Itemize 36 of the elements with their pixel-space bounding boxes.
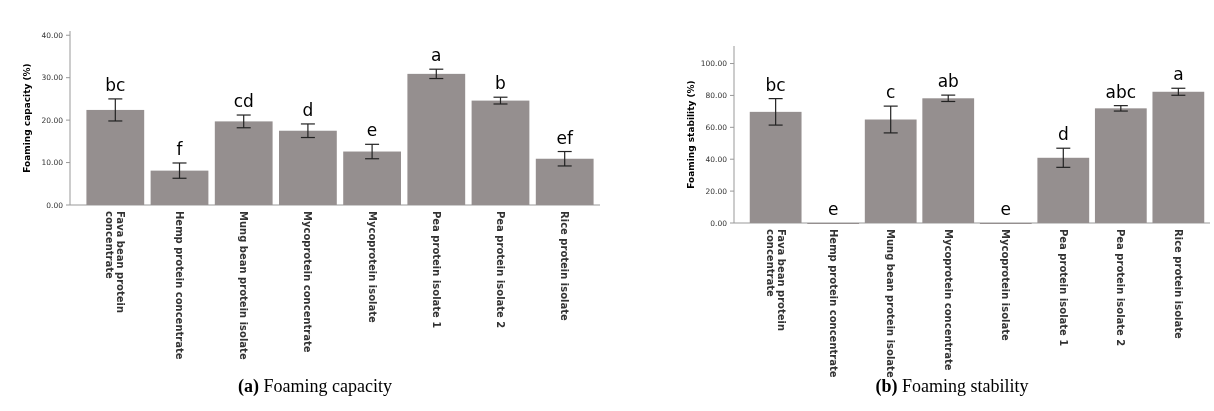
x-tick-label: Mycoprotein isolate	[1000, 229, 1012, 342]
x-tick-label: Pea protein isolate 2	[1115, 229, 1127, 347]
y-axis-title: Foaming stability (%)	[686, 80, 696, 189]
annotation: b	[495, 73, 506, 94]
annotation: a	[431, 45, 442, 66]
y-axis-title: Foaming capacity (%)	[22, 63, 32, 173]
annotation: e	[1000, 199, 1011, 219]
x-tick-label: Hemp protein concentrate	[174, 211, 186, 360]
annotation: c	[886, 82, 896, 103]
x-tick-label: Pea protein isolate 1	[430, 211, 442, 329]
annotation: a	[1173, 64, 1184, 85]
annotation: ef	[556, 127, 574, 148]
x-tick-label: Pea protein isolate 2	[494, 211, 506, 329]
x-tick-label: Fava bean protein concentrate	[764, 229, 787, 332]
text: (b) Foaming stability	[875, 376, 1029, 397]
x-tick-label: Rice protein isolate	[1172, 229, 1184, 340]
annotation: ab	[937, 71, 959, 92]
annotation: f	[176, 138, 184, 159]
annotation: d	[302, 99, 314, 120]
x-tick-label: Mycoprotein concentrate	[302, 211, 314, 353]
annotation: e	[827, 199, 839, 219]
annotation: e	[366, 120, 378, 141]
annotation: bc	[105, 74, 126, 95]
x-tick-label: Mycoprotein isolate	[366, 211, 378, 324]
annotation: cd	[233, 91, 254, 112]
x-tick-label: Mycoprotein concentrate	[942, 229, 954, 371]
x-tick-label: Fava bean protein concentrate	[104, 211, 127, 314]
text: (a) Foaming capacity	[238, 376, 392, 397]
x-tick-label: Pea protein isolate 1	[1057, 229, 1069, 347]
x-tick-label: Hemp protein concentrate	[827, 229, 839, 378]
annotation: d	[1057, 124, 1069, 145]
annotation: bc	[765, 74, 786, 95]
x-tick-label: Mung bean protein isolate	[238, 211, 250, 360]
annotation: abc	[1105, 81, 1137, 102]
x-tick-label: Rice protein isolate	[559, 211, 571, 322]
x-tick-label: Mung bean protein isolate	[885, 229, 897, 378]
